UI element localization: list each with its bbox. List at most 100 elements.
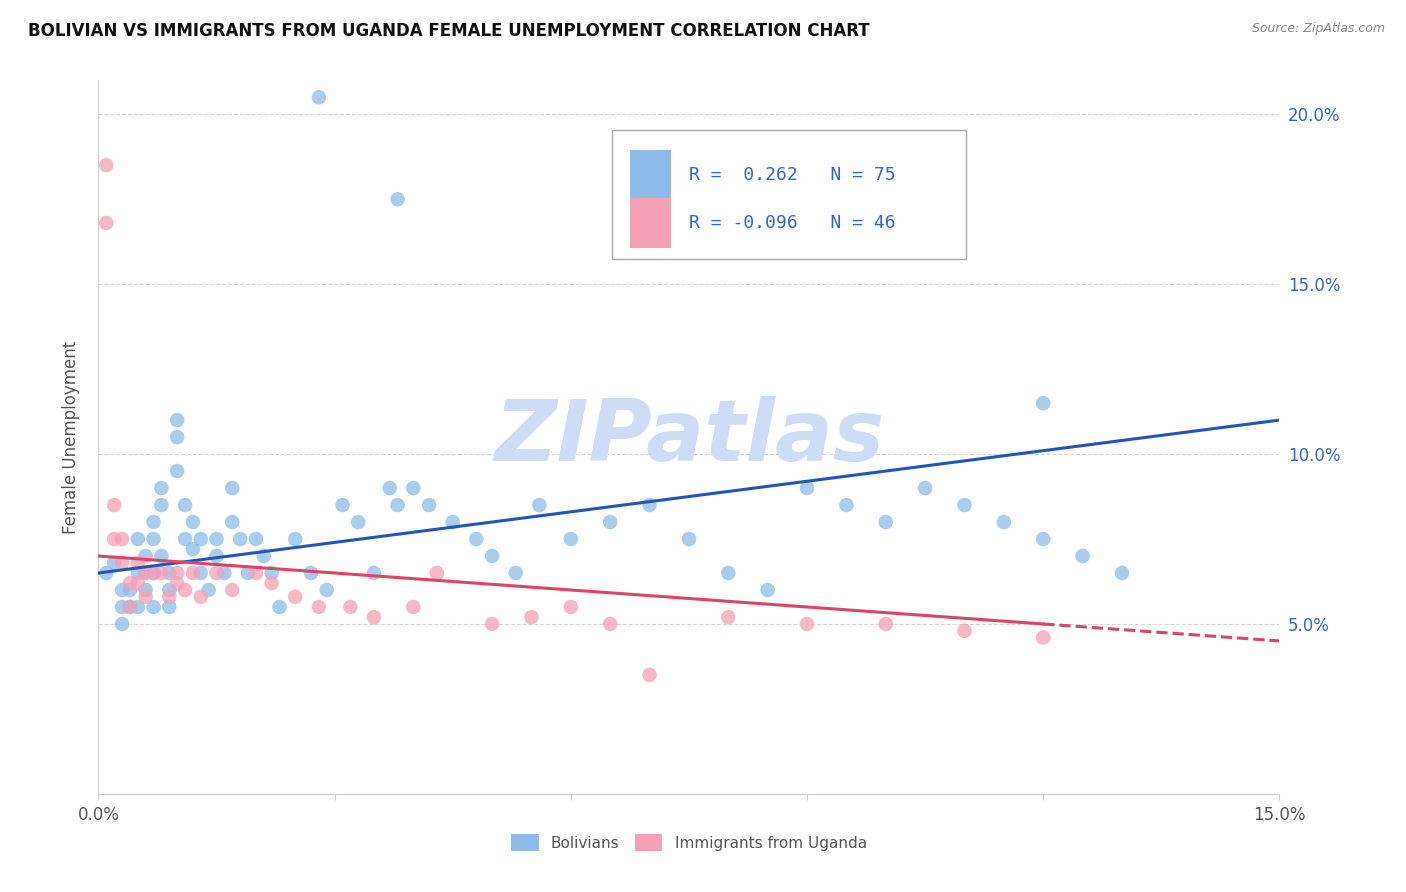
Point xyxy=(315,582,337,597)
Point xyxy=(181,515,204,529)
Point xyxy=(197,582,219,597)
Point xyxy=(1071,549,1094,563)
Point xyxy=(118,599,141,614)
Point xyxy=(387,192,409,206)
Point xyxy=(111,617,134,632)
Point xyxy=(678,532,700,546)
Text: ZIPatlas: ZIPatlas xyxy=(494,395,884,479)
Legend: Bolivians, Immigrants from Uganda: Bolivians, Immigrants from Uganda xyxy=(505,828,873,857)
Point xyxy=(953,624,976,638)
Point xyxy=(253,549,276,563)
Point xyxy=(103,556,125,570)
Point xyxy=(181,566,204,580)
Point xyxy=(1111,566,1133,580)
Point xyxy=(221,515,243,529)
Point xyxy=(174,532,197,546)
Point xyxy=(481,617,503,632)
Point xyxy=(135,549,157,563)
Point xyxy=(190,590,212,604)
Point xyxy=(1032,396,1054,410)
Point xyxy=(481,549,503,563)
Point xyxy=(378,481,401,495)
Point xyxy=(363,566,385,580)
Point xyxy=(174,582,197,597)
Point xyxy=(96,566,118,580)
Point xyxy=(363,610,385,624)
Point xyxy=(387,498,409,512)
Point xyxy=(142,566,165,580)
Point xyxy=(166,576,188,591)
Point xyxy=(796,617,818,632)
Point xyxy=(229,532,252,546)
Point xyxy=(135,590,157,604)
Point xyxy=(756,582,779,597)
Text: R = -0.096   N = 46: R = -0.096 N = 46 xyxy=(689,214,896,232)
FancyBboxPatch shape xyxy=(630,150,671,200)
Point xyxy=(269,599,291,614)
Point xyxy=(214,566,236,580)
Point xyxy=(157,590,180,604)
Point xyxy=(835,498,858,512)
Point xyxy=(339,599,361,614)
Point xyxy=(142,532,165,546)
Point xyxy=(111,599,134,614)
Point xyxy=(221,481,243,495)
FancyBboxPatch shape xyxy=(630,198,671,248)
Point xyxy=(426,566,449,580)
Point xyxy=(166,464,188,478)
Point xyxy=(953,498,976,512)
Point xyxy=(875,617,897,632)
Text: R =  0.262   N = 75: R = 0.262 N = 75 xyxy=(689,166,896,184)
Text: Source: ZipAtlas.com: Source: ZipAtlas.com xyxy=(1251,22,1385,36)
Y-axis label: Female Unemployment: Female Unemployment xyxy=(62,341,80,533)
Point xyxy=(299,566,322,580)
Point xyxy=(465,532,488,546)
Point xyxy=(875,515,897,529)
Point xyxy=(638,498,661,512)
Point xyxy=(205,566,228,580)
Point xyxy=(993,515,1015,529)
Point xyxy=(142,566,165,580)
Point xyxy=(418,498,440,512)
Point xyxy=(308,599,330,614)
Point xyxy=(135,566,157,580)
Point xyxy=(118,582,141,597)
Point xyxy=(914,481,936,495)
FancyBboxPatch shape xyxy=(612,130,966,259)
Point xyxy=(157,566,180,580)
Point xyxy=(260,566,283,580)
Point xyxy=(1032,631,1054,645)
Point xyxy=(190,566,212,580)
Point xyxy=(308,90,330,104)
Point xyxy=(127,532,149,546)
Point xyxy=(284,532,307,546)
Point xyxy=(190,532,212,546)
Point xyxy=(717,566,740,580)
Point xyxy=(103,498,125,512)
Point xyxy=(347,515,370,529)
Point xyxy=(157,599,180,614)
Point xyxy=(402,481,425,495)
Point xyxy=(599,515,621,529)
Point xyxy=(135,566,157,580)
Point xyxy=(236,566,259,580)
Point xyxy=(796,481,818,495)
Point xyxy=(166,413,188,427)
Point xyxy=(505,566,527,580)
Point xyxy=(127,576,149,591)
Point xyxy=(150,481,173,495)
Point xyxy=(96,216,118,230)
Point xyxy=(135,582,157,597)
Point xyxy=(127,599,149,614)
Point xyxy=(127,566,149,580)
Point xyxy=(142,599,165,614)
Point xyxy=(142,515,165,529)
Point xyxy=(166,430,188,444)
Point xyxy=(157,582,180,597)
Point xyxy=(118,576,141,591)
Point xyxy=(150,549,173,563)
Point xyxy=(560,599,582,614)
Point xyxy=(1032,532,1054,546)
Point xyxy=(166,566,188,580)
Point xyxy=(111,532,134,546)
